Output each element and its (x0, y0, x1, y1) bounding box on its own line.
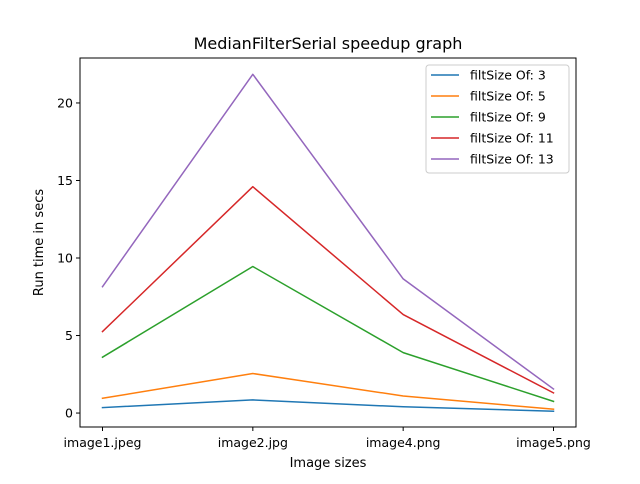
x-tick-label: image4.png (366, 435, 441, 450)
y-tick-label: 15 (57, 173, 73, 188)
legend-box (425, 64, 570, 174)
legend-label: filtSize Of: 13 (470, 152, 554, 167)
x-tick-label: image2.jpg (218, 435, 288, 450)
y-tick-label: 20 (57, 95, 73, 110)
series-lines (101, 73, 555, 412)
x-axis: image1.jpeg image2.jpg image4.png image5.pn… (64, 427, 591, 450)
series-line-2 (101, 265, 555, 403)
x-tick-label: image1.jpeg (64, 435, 142, 450)
series-line-3 (101, 185, 555, 394)
y-tick-label: 0 (65, 406, 73, 421)
series-line-4 (101, 73, 555, 391)
plot-frame (79, 57, 577, 428)
legend: filtSize Of: 3 filtSize Of: 5 filtSize Of:… (425, 64, 570, 174)
x-tick-label: image5.png (516, 435, 591, 450)
chart-title: MedianFilterSerial speedup graph (194, 34, 463, 53)
series-line-1 (101, 372, 555, 411)
y-tick-label: 5 (65, 328, 73, 343)
y-axis: 0 5 10 15 20 (57, 95, 80, 421)
y-axis-label: Run time in secs (32, 189, 47, 296)
legend-label: filtSize Of: 5 (470, 89, 546, 104)
y-tick-label: 10 (57, 251, 73, 266)
legend-label: filtSize Of: 9 (470, 110, 546, 125)
series-line-0 (101, 399, 555, 412)
legend-label: filtSize Of: 3 (470, 68, 546, 83)
x-axis-label: Image sizes (290, 456, 367, 471)
legend-label: filtSize Of: 11 (470, 131, 554, 146)
